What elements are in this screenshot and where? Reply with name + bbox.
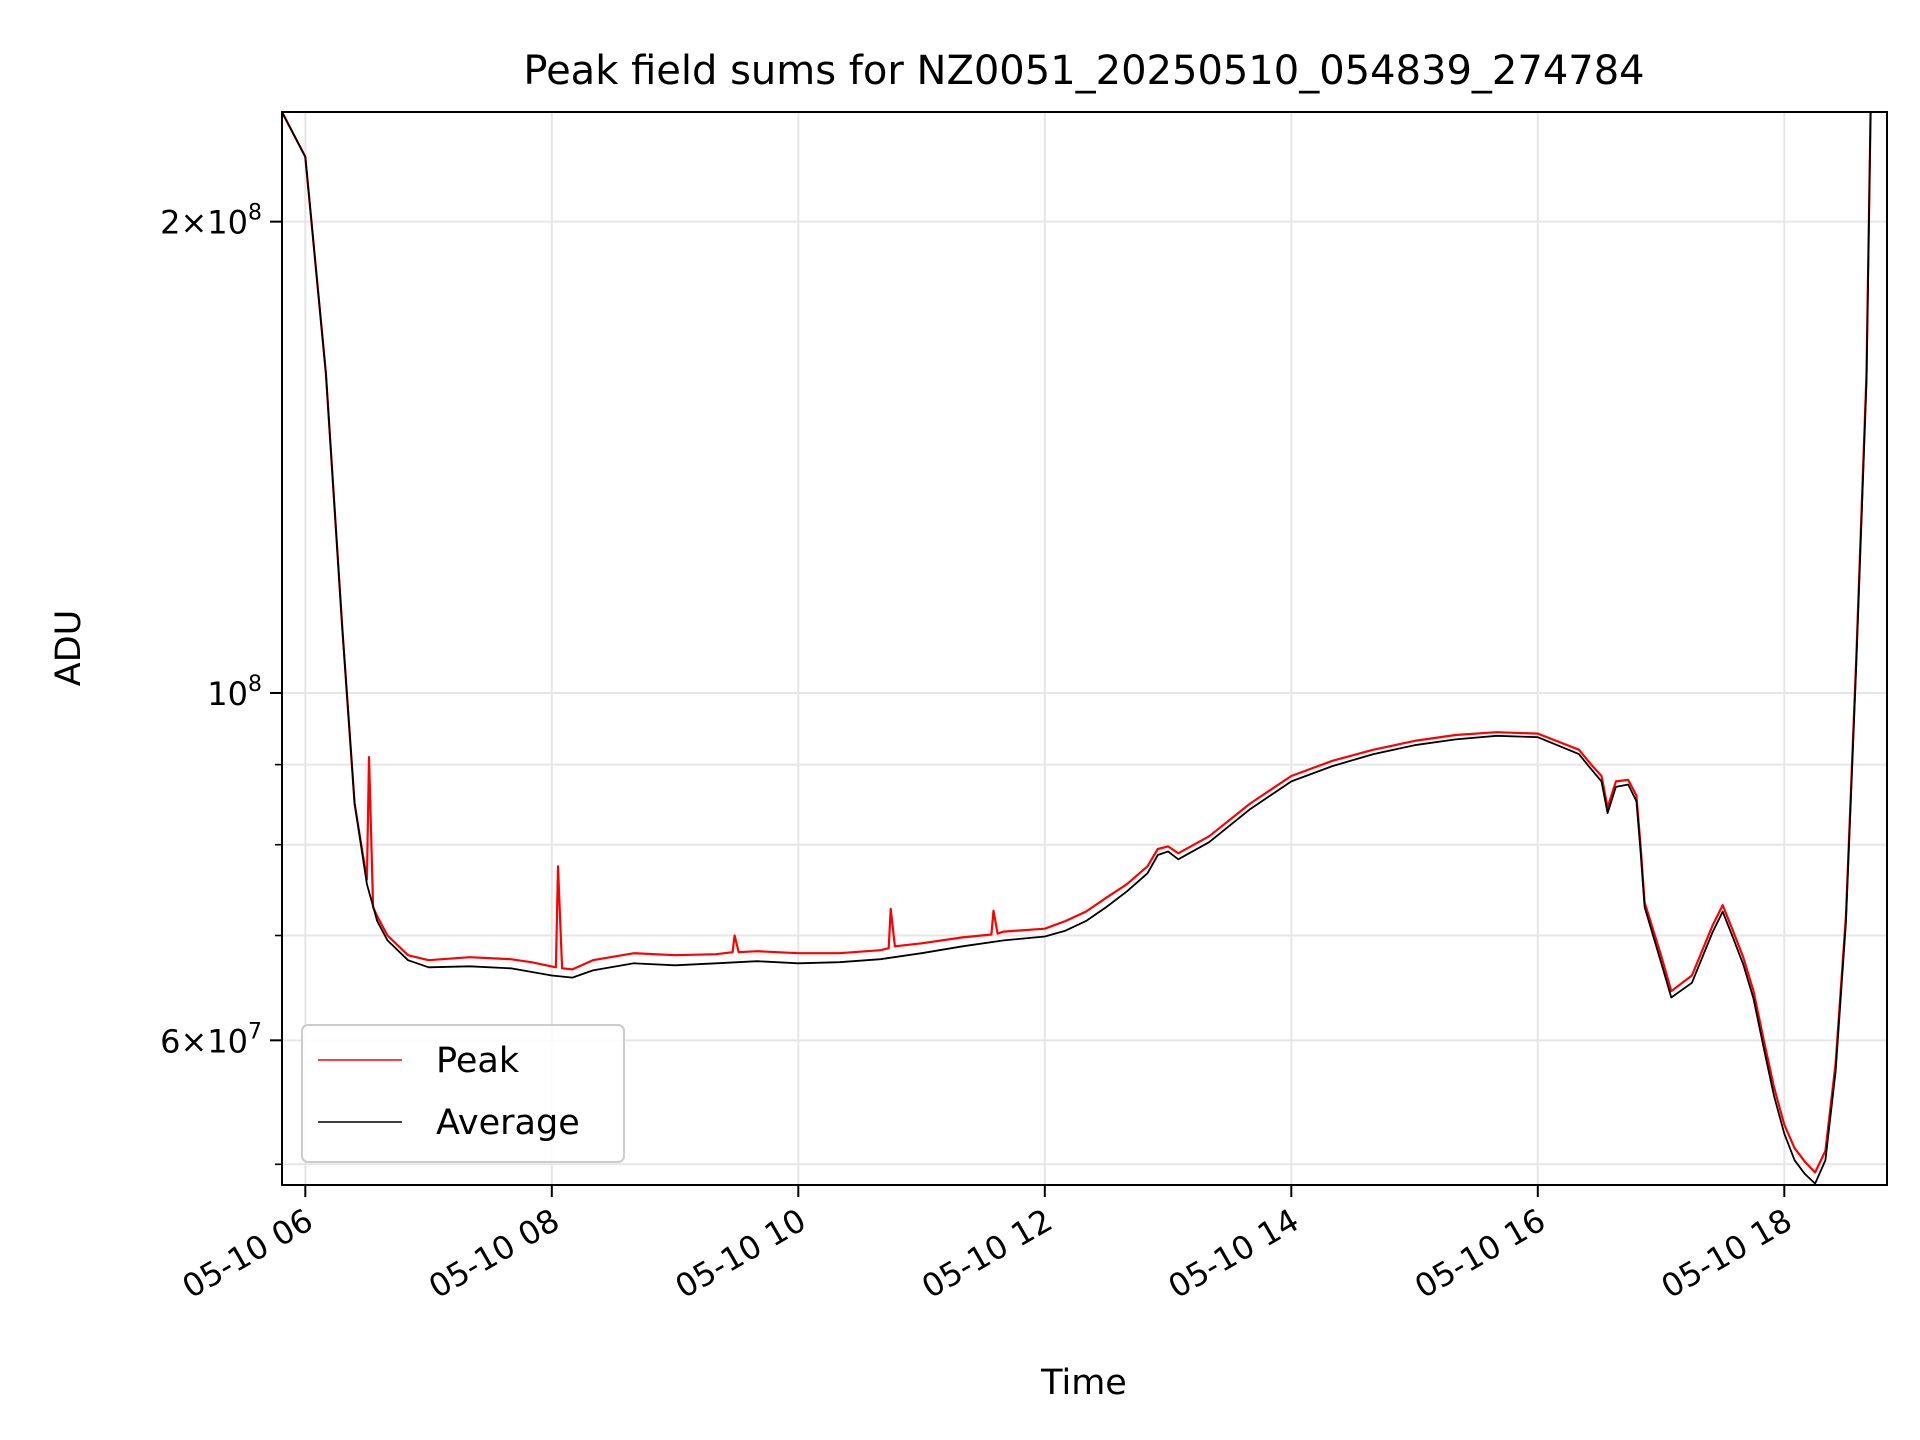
grid xyxy=(282,112,1887,1185)
y-axis-label: ADU xyxy=(49,610,89,687)
x-axis-label: Time xyxy=(1040,1363,1127,1403)
y-tick-label: 6×107 xyxy=(160,1019,262,1060)
series-line-peak xyxy=(282,112,1872,1174)
series-line-average xyxy=(282,112,1872,1185)
plot-frame xyxy=(281,111,1888,1186)
y-axis: 6×107 108 2×108 xyxy=(160,201,282,1166)
y-tick-label: 2×108 xyxy=(160,201,262,242)
legend-label-peak: Peak xyxy=(436,1041,520,1081)
legend: Peak Average xyxy=(301,1024,625,1163)
y-tick-label: 108 xyxy=(207,672,262,713)
chart-title: Peak field sums for NZ0051_20250510_0548… xyxy=(523,48,1644,94)
series-lines xyxy=(282,112,1872,1185)
legend-label-average: Average xyxy=(436,1103,580,1143)
